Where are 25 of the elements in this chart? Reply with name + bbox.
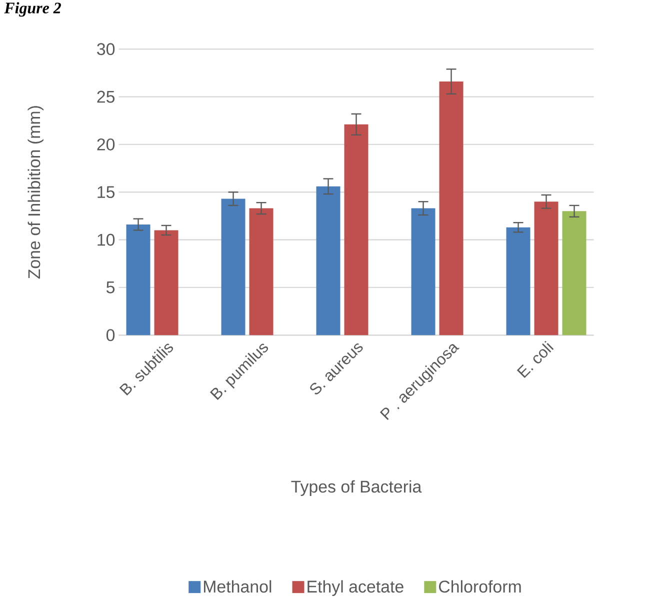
bar [562,211,586,336]
y-tick-label: 10 [98,234,115,246]
x-axis-title: Types of Bacteria [291,480,422,496]
chart-title: Figure 2 [4,2,61,17]
y-tick-label: 0 [106,329,115,342]
legend-label: Chloroform [439,580,521,593]
bar [411,208,436,336]
y-tick-label: 20 [97,138,115,150]
y-tick-label: 30 [97,43,115,56]
bar [439,82,464,336]
legend-label: Ethyl acetate [308,580,404,596]
y-tick-label: 15 [98,186,115,198]
bar [534,202,558,336]
bar [316,186,340,336]
bar [344,124,368,336]
y-tick-label: 25 [97,90,115,103]
bar [221,198,246,336]
y-tick-label: 5 [106,282,115,294]
y-axis-title: Zone of Inhibition (mm) [28,106,44,279]
x-tick-label: E. coli [516,340,554,378]
bar [249,208,274,336]
bar [126,224,150,336]
legend-label: Methanol [204,580,272,593]
bar [506,227,530,336]
bar [154,230,178,336]
